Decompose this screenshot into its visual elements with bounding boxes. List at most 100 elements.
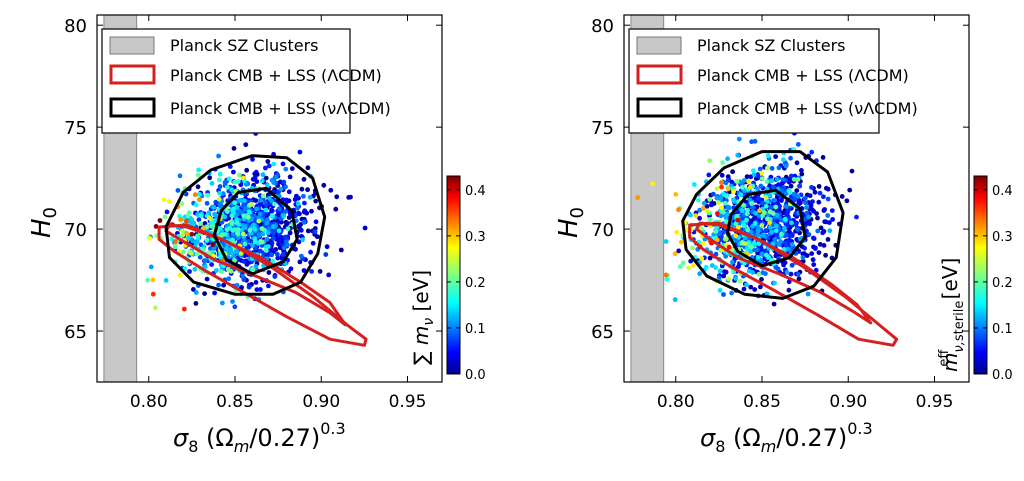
scatter-point [207,175,213,181]
scatter-point [210,223,216,229]
scatter-point [212,290,218,296]
scatter-point [253,280,259,285]
scatter-point [741,286,747,292]
scatter-point [217,190,223,196]
scatter-point [770,184,776,190]
scatter-point [810,257,816,263]
scatter-point [314,234,320,240]
scatter-point [707,197,713,202]
scatter-point [232,258,237,263]
scatter-point [230,227,236,233]
scatter-point [230,299,235,304]
scatter-point [725,186,731,192]
y-tick-label: 75 [64,118,87,139]
scatter-point [827,228,833,234]
scatter-point [823,185,829,191]
scatter-point [166,199,172,204]
scatter-point [212,211,218,217]
scatter-point [803,200,808,206]
scatter-point [677,264,683,269]
x-tick-label: 0.90 [302,392,340,412]
scatter-point [193,290,199,295]
scatter-point [849,168,855,174]
scatter-point [270,224,276,230]
legend-label-sz: Planck SZ Clusters [697,36,846,55]
scatter-point [650,181,656,187]
scatter-point [262,199,268,205]
scatter-point [202,291,208,296]
legend-label-nulcdm: Planck CMB + LSS (νΛCDM) [170,99,391,118]
colorbar-ticks: 0.0 0.1 0.2 0.3 0.4 [447,184,486,383]
scatter-point [800,251,806,257]
scatter-point [204,224,210,230]
scatter-point [235,227,241,232]
scatter-point [717,268,723,274]
scatter-point [809,251,815,256]
scatter-point [204,200,210,206]
scatter-point [239,209,245,215]
scatter-point [269,177,275,183]
scatter-point [793,222,799,228]
scatter-point [815,228,821,234]
scatter-point [725,156,730,162]
y-tick-label: 80 [591,16,614,37]
y-tick-label: 75 [591,118,614,139]
scatter-point [266,226,272,232]
scatter-point [190,238,196,244]
scatter-point [795,177,801,183]
scatter-point [737,278,743,284]
scatter-point [807,193,813,199]
scatter-point [764,252,769,258]
scatter-point [276,228,282,234]
scatter-point [263,207,269,213]
scatter-point [697,207,703,213]
scatter-point [229,213,235,219]
scatter-point [257,211,263,217]
scatter-point [741,178,747,183]
scatter-point [202,258,208,263]
scatter-point [195,184,201,190]
scatter-point [179,201,185,207]
scatter-point [281,213,286,219]
colorbar: 0.0 0.1 0.2 0.3 0.4 ∑ mν [eV] [409,175,486,383]
scatter-point [723,215,729,220]
scatter-point [232,200,238,206]
scatter-point [765,153,771,159]
scatter-point [749,244,754,250]
scatter-point [782,260,788,266]
scatter-point [674,229,680,235]
scatter-point [713,229,719,234]
scatter-point [264,220,270,226]
scatter-point [217,184,223,189]
scatter-point [276,233,282,238]
scatter-point [676,248,682,254]
plot-frame [623,14,970,383]
scatter-point [257,197,263,203]
scatter-point [720,160,726,166]
scatter-point [745,227,751,233]
scatter-point [175,188,181,193]
scatter-point [243,181,249,187]
scatter-point [305,228,311,234]
scatter-point [808,203,814,208]
scatter-point [791,191,797,197]
colorbar-label: mν,sterileeff [eV] [937,258,967,372]
scatter-point [276,206,282,212]
scatter-point [253,264,259,269]
legend: Planck SZ Clusters Planck CMB + LSS (ΛCD… [101,28,391,134]
scatter-point [809,185,814,190]
scatter-point [809,149,815,155]
scatter-point [252,239,258,245]
scatter-point [726,205,732,211]
scatter-point [324,244,330,250]
scatter-point [266,195,272,201]
colorbar-tick-label: 0.1 [465,322,486,337]
scatter-point [772,197,777,203]
scatter-point [811,235,816,241]
scatter-point [758,183,764,189]
scatter-point [284,199,290,204]
scatter-point [147,236,153,241]
scatter-point [795,142,801,147]
scatter-point [280,252,286,257]
scatter-point [718,196,724,202]
